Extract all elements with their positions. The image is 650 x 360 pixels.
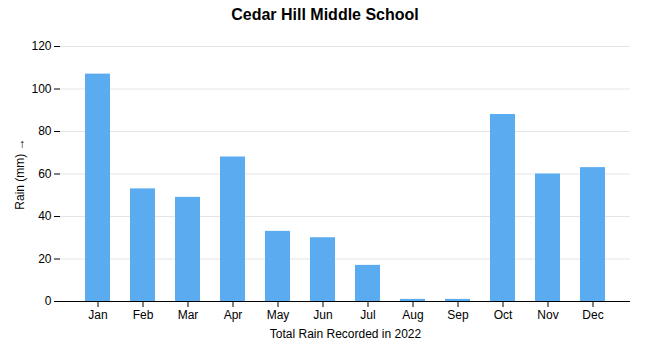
svg-text:100: 100 [31, 82, 51, 96]
svg-text:120: 120 [31, 39, 51, 53]
svg-text:Total Rain Recorded in 2022: Total Rain Recorded in 2022 [270, 327, 422, 341]
svg-text:Nov: Nov [537, 308, 558, 322]
svg-text:Sep: Sep [447, 308, 469, 322]
svg-text:80: 80 [38, 124, 52, 138]
svg-text:Mar: Mar [178, 308, 199, 322]
svg-text:Rain (mm) →: Rain (mm) → [13, 138, 27, 209]
svg-text:Dec: Dec [582, 308, 603, 322]
svg-text:20: 20 [38, 252, 52, 266]
svg-text:0: 0 [45, 294, 52, 308]
svg-text:Apr: Apr [224, 308, 243, 322]
svg-text:Jan: Jan [88, 308, 107, 322]
svg-text:40: 40 [38, 209, 52, 223]
svg-text:Feb: Feb [133, 308, 154, 322]
html-text:Cedar Hill Middle School: Cedar Hill Middle School [231, 6, 419, 23]
svg-text:Jun: Jun [313, 308, 332, 322]
svg-text:60: 60 [38, 167, 52, 181]
svg-text:Oct: Oct [494, 308, 513, 322]
svg-text:Aug: Aug [402, 308, 423, 322]
svg-text:May: May [267, 308, 290, 322]
svg-text:Jul: Jul [360, 308, 375, 322]
